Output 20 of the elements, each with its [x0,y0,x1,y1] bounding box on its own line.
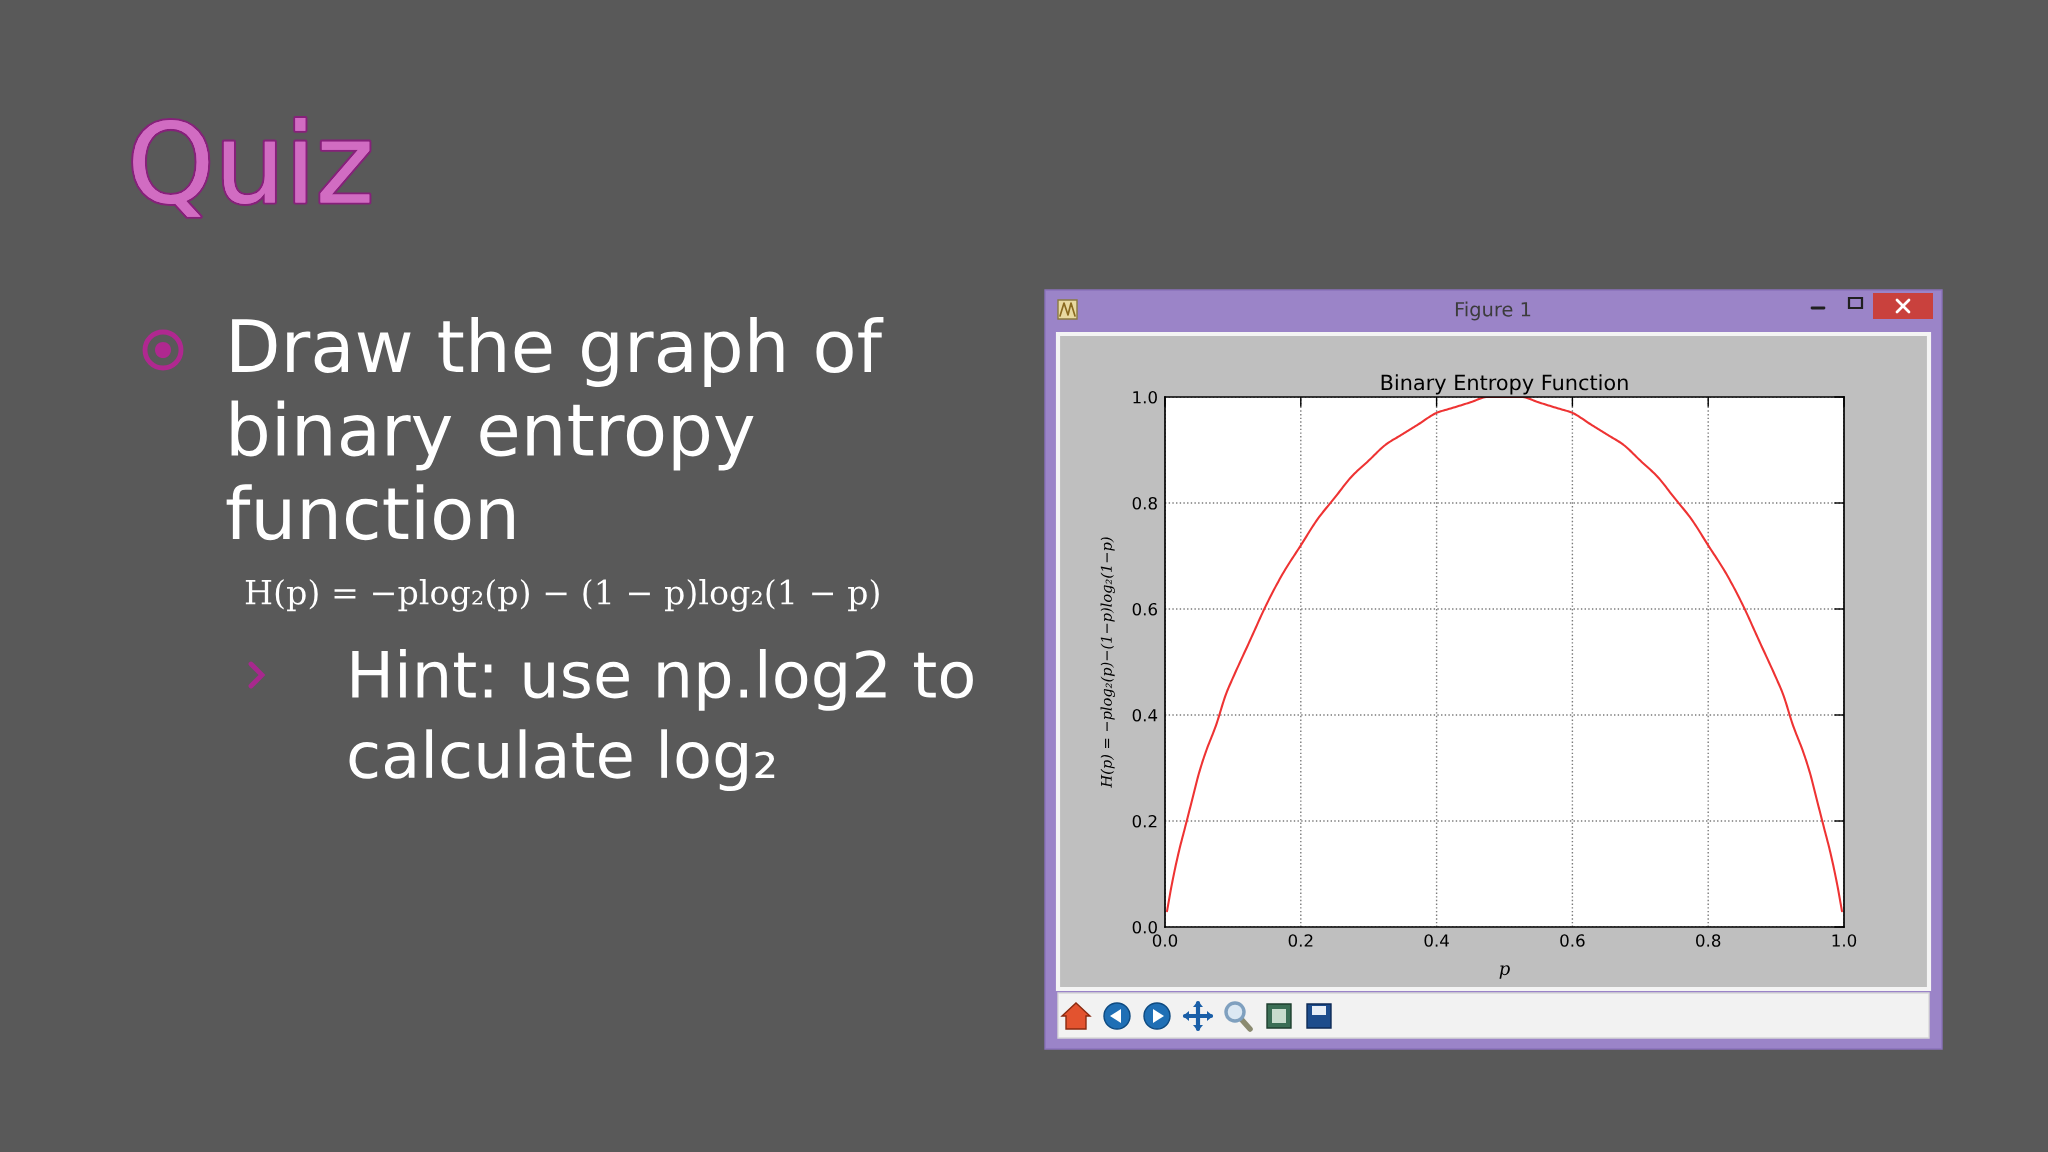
y-tick-label: 1.0 [1133,390,1157,404]
y-axis-title: H(p) = −plog₂(p)−(1−p)log₂(1−p) [1100,537,1115,788]
x-tick-label: 0.0 [1152,934,1178,947]
y-tick-label: 0.2 [1132,814,1157,828]
x-tick-label: 0.8 [1696,934,1721,947]
x-tick-label: 0.2 [1288,934,1313,947]
text: H(p) = −plog₂(p) − (1 − p)log₂(1 − p) [245,579,879,612]
x-axis-title: p [1499,965,1510,979]
y-tick-label: 0.8 [1132,496,1157,510]
y-tick-label: 0.0 [1132,920,1157,934]
x-tick-label: 0.6 [1560,934,1585,947]
chart-title: Binary Entropy Function [1381,374,1628,395]
x-tick-label: 0.4 [1424,934,1449,947]
x-tick-label: 1.0 [1832,934,1857,947]
y-tick-label: 0.6 [1132,602,1158,616]
text: Hint: use np.log2 to calculate log₂ [349,649,973,792]
text: Draw the graph of binary entropy function [226,317,884,541]
text: Quiz [133,118,370,217]
caption: Figure 1 [1455,301,1531,321]
y-tick-label: 0.4 [1132,708,1158,722]
